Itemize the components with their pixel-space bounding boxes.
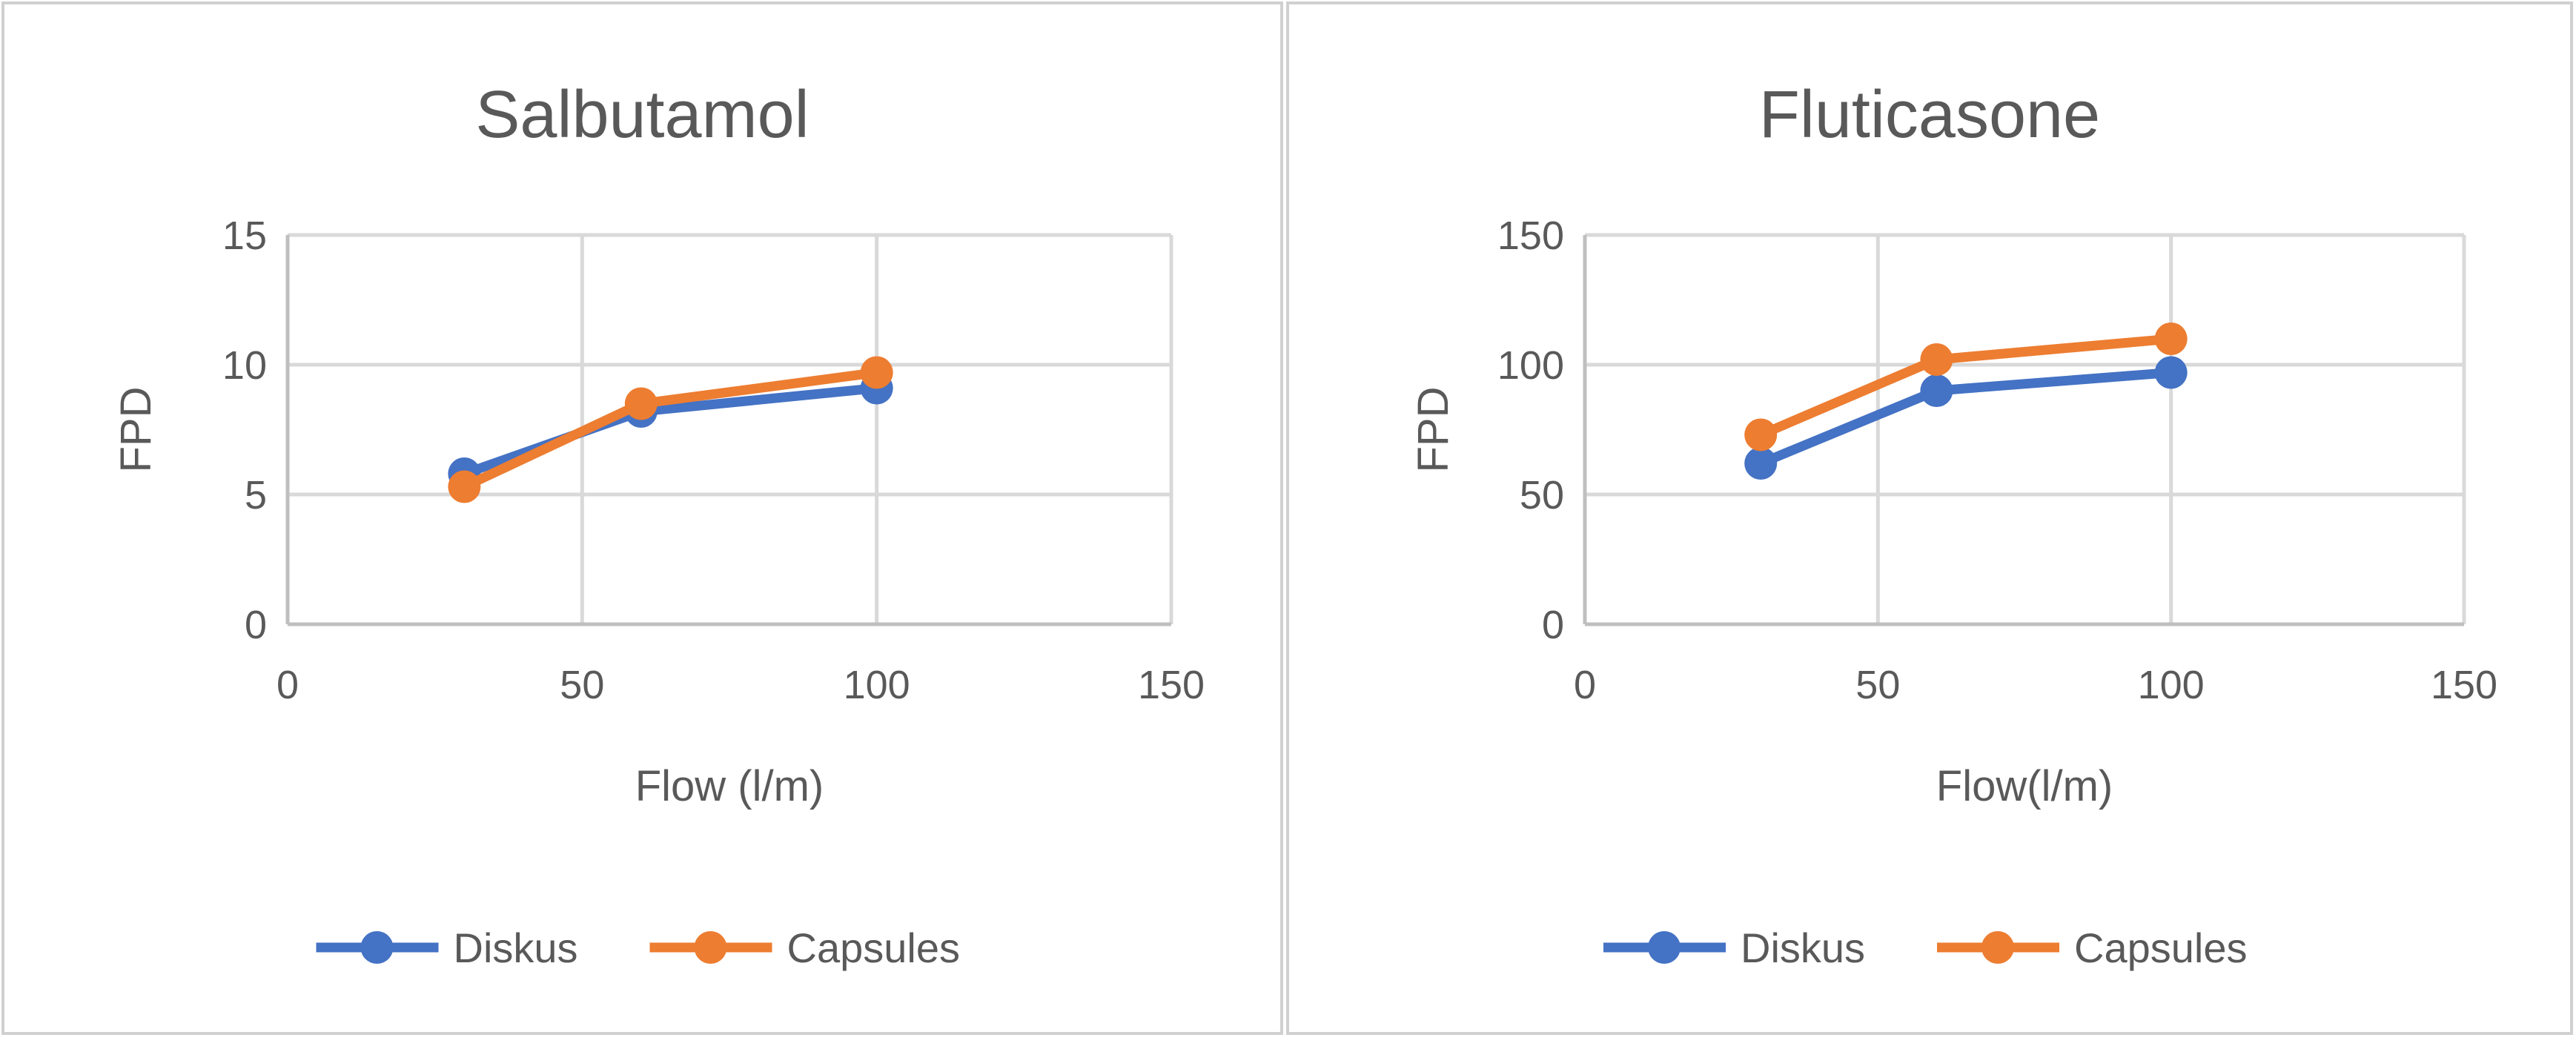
data-point-capsules (1744, 418, 1778, 451)
x-tick-label: 150 (1138, 663, 1205, 707)
legend-marker-capsules (1981, 931, 2014, 964)
data-point-diskus (1744, 447, 1778, 480)
legend-label: Capsules (2074, 924, 2247, 971)
legend-label: Diskus (454, 924, 578, 971)
data-point-capsules (624, 387, 658, 420)
legend-label: Diskus (1741, 924, 1865, 971)
chart-title: Fluticasone (1759, 78, 2100, 152)
data-point-diskus (2154, 356, 2188, 389)
data-point-diskus (1920, 374, 1953, 407)
x-tick-label: 150 (2431, 663, 2497, 707)
y-tick-label: 150 (1497, 214, 1564, 258)
x-tick-label: 0 (1574, 663, 1596, 707)
x-tick-label: 100 (2138, 663, 2205, 707)
y-tick-label: 100 (1497, 343, 1564, 388)
data-point-capsules (448, 470, 481, 503)
x-axis-title: Flow (l/m) (635, 762, 824, 810)
x-tick-label: 100 (844, 663, 910, 707)
y-tick-label: 10 (222, 343, 267, 388)
legend-marker-diskus (360, 931, 394, 964)
data-point-capsules (2154, 322, 2188, 355)
y-axis-title: FPD (112, 387, 160, 473)
chart-border (1286, 1, 2573, 1035)
y-tick-label: 5 (245, 473, 267, 517)
data-point-capsules (860, 356, 893, 389)
chart-title: Salbutamol (475, 78, 809, 152)
legend-marker-capsules (694, 931, 727, 964)
chart-border (1, 1, 1283, 1035)
chart-panel-2: Fluticasone 0 50 100 150 0 50 100 150 FPD Flow(l/m… (1286, 1, 2573, 1035)
legend-label: Capsules (787, 924, 960, 971)
x-tick-label: 50 (560, 663, 604, 707)
x-axis-title: Flow(l/m) (1936, 762, 2113, 810)
data-point-capsules (1920, 343, 1953, 376)
y-tick-label: 15 (222, 214, 267, 258)
x-tick-label: 0 (277, 663, 299, 707)
y-tick-label: 0 (1542, 603, 1564, 647)
legend-marker-diskus (1648, 931, 1681, 964)
y-tick-label: 50 (1520, 473, 1564, 517)
x-tick-label: 50 (1855, 663, 1900, 707)
y-tick-label: 0 (245, 603, 267, 647)
y-axis-title: FPD (1409, 387, 1457, 473)
